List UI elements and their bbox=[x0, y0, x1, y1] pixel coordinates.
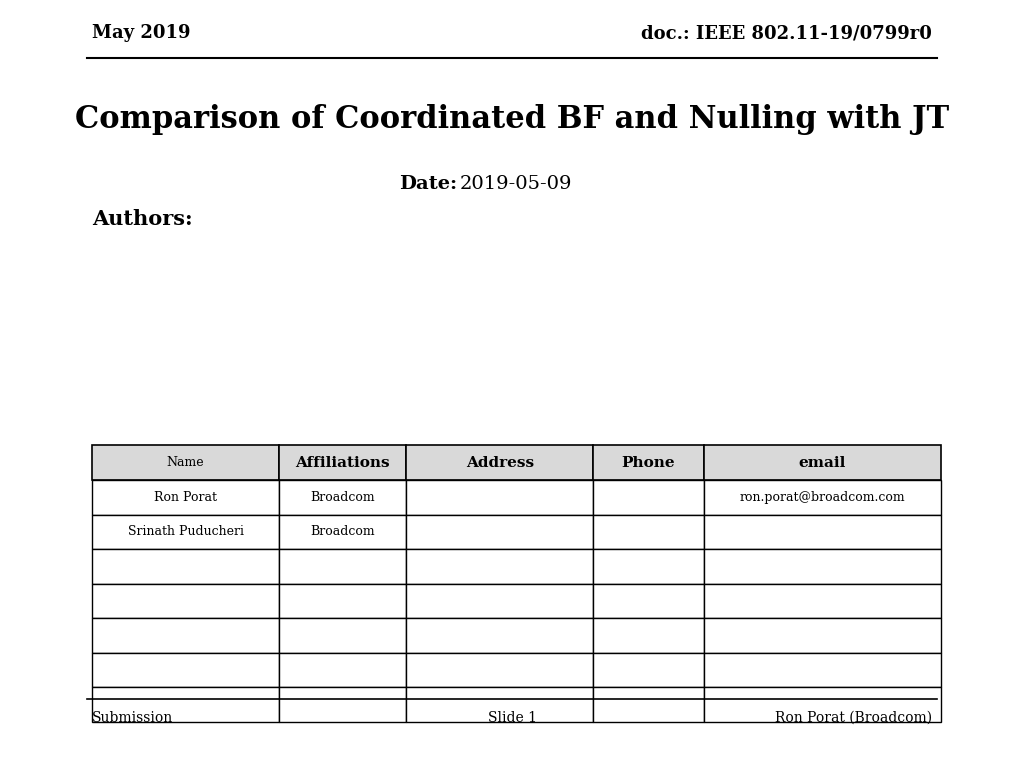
Bar bbox=[703, 515, 941, 549]
Bar bbox=[92, 549, 279, 584]
Bar bbox=[703, 618, 941, 653]
Bar bbox=[407, 584, 593, 618]
Text: Name: Name bbox=[167, 456, 205, 469]
Bar bbox=[92, 480, 279, 515]
Bar bbox=[407, 515, 593, 549]
Text: Comparison of Coordinated BF and Nulling with JT: Comparison of Coordinated BF and Nulling… bbox=[75, 104, 949, 134]
Bar bbox=[703, 687, 941, 722]
Bar bbox=[593, 515, 703, 549]
Bar bbox=[279, 653, 407, 687]
Bar bbox=[593, 653, 703, 687]
Bar bbox=[593, 584, 703, 618]
Text: Ron Porat: Ron Porat bbox=[154, 491, 217, 504]
Bar bbox=[407, 618, 593, 653]
Bar bbox=[92, 445, 279, 480]
Bar bbox=[92, 515, 279, 549]
Text: doc.: IEEE 802.11-19/0799r0: doc.: IEEE 802.11-19/0799r0 bbox=[641, 25, 932, 42]
Bar bbox=[703, 584, 941, 618]
Bar bbox=[279, 445, 407, 480]
Bar bbox=[279, 584, 407, 618]
Bar bbox=[92, 618, 279, 653]
Bar bbox=[279, 549, 407, 584]
Bar bbox=[593, 480, 703, 515]
Text: Broadcom: Broadcom bbox=[310, 525, 375, 538]
Bar bbox=[593, 445, 703, 480]
Text: Affiliations: Affiliations bbox=[295, 455, 390, 470]
Bar bbox=[593, 549, 703, 584]
Bar bbox=[279, 515, 407, 549]
Bar bbox=[279, 618, 407, 653]
Text: Broadcom: Broadcom bbox=[310, 491, 375, 504]
Bar bbox=[407, 445, 593, 480]
Text: ron.porat@broadcom.com: ron.porat@broadcom.com bbox=[739, 491, 905, 504]
Text: Authors:: Authors: bbox=[92, 209, 193, 229]
Text: Ron Porat (Broadcom): Ron Porat (Broadcom) bbox=[775, 711, 932, 725]
Text: 2019-05-09: 2019-05-09 bbox=[460, 175, 572, 194]
Bar bbox=[407, 653, 593, 687]
Bar bbox=[703, 445, 941, 480]
Bar bbox=[703, 653, 941, 687]
Bar bbox=[593, 687, 703, 722]
Bar bbox=[92, 687, 279, 722]
Bar bbox=[407, 549, 593, 584]
Bar bbox=[407, 480, 593, 515]
Text: Submission: Submission bbox=[92, 711, 173, 725]
Bar bbox=[593, 618, 703, 653]
Text: Address: Address bbox=[466, 455, 534, 470]
Bar bbox=[407, 687, 593, 722]
Bar bbox=[703, 549, 941, 584]
Text: email: email bbox=[799, 455, 846, 470]
Bar bbox=[279, 480, 407, 515]
Text: May 2019: May 2019 bbox=[92, 25, 190, 42]
Text: Date:: Date: bbox=[398, 175, 457, 194]
Bar bbox=[92, 653, 279, 687]
Text: Srinath Puducheri: Srinath Puducheri bbox=[128, 525, 244, 538]
Bar bbox=[92, 584, 279, 618]
Text: Slide 1: Slide 1 bbox=[487, 711, 537, 725]
Text: Phone: Phone bbox=[622, 455, 675, 470]
Bar bbox=[703, 480, 941, 515]
Bar bbox=[279, 687, 407, 722]
